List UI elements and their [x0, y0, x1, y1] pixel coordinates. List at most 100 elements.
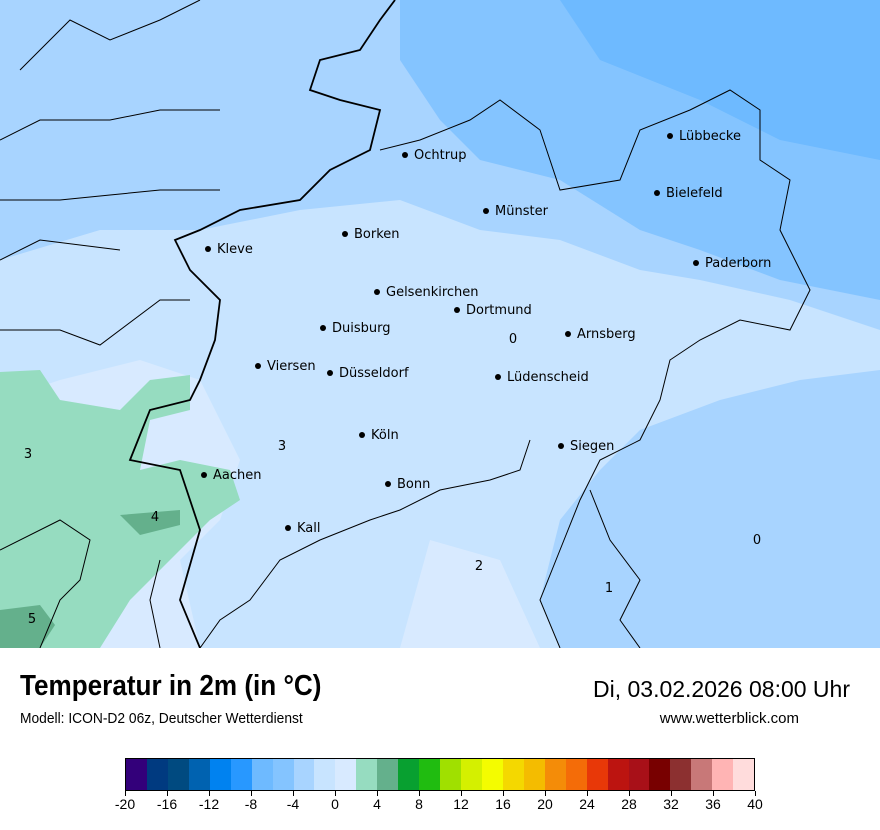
colorbar-tick	[125, 791, 126, 796]
colorbar-swatch	[461, 759, 482, 790]
colorbar-tick-label: 0	[331, 796, 339, 812]
city-dot	[402, 152, 408, 158]
colorbar-tick-label: 28	[621, 796, 637, 812]
city-viersen: Viersen	[255, 359, 316, 374]
city-label: Aachen	[213, 468, 261, 483]
page-title: Temperatur in 2m (in °C)	[20, 670, 322, 702]
colorbar-swatch	[251, 759, 273, 790]
city-label: Viersen	[267, 359, 316, 374]
city-markers: Lübbecke Ochtrup Bielefeld Münster Borken Kle…	[201, 129, 771, 536]
city-dot	[374, 289, 380, 295]
colorbar	[125, 758, 755, 791]
temperature-map: Lübbecke Ochtrup Bielefeld Münster Borken Kle…	[0, 0, 880, 648]
colorbar-swatch	[670, 759, 692, 790]
colorbar-swatch	[167, 759, 189, 790]
colorbar-swatch	[733, 759, 755, 790]
isotherm-label: 0	[509, 332, 517, 347]
city-label: Borken	[354, 227, 400, 242]
colorbar-swatch	[565, 759, 587, 790]
city-paderborn: Paderborn	[693, 256, 771, 271]
city-dortmund: Dortmund	[454, 303, 532, 318]
city-ochtrup: Ochtrup	[402, 148, 467, 163]
city-lübbecke: Lübbecke	[667, 129, 741, 144]
city-dot	[654, 190, 660, 196]
colorbar-swatch	[126, 759, 147, 790]
city-dot	[205, 246, 211, 252]
colorbar-tick-label: -16	[156, 796, 178, 812]
website-label: www.wetterblick.com	[659, 710, 799, 727]
isotherm-labels: 0 3 3 4 0 2 1 5	[24, 332, 761, 627]
colorbar-swatch	[691, 759, 713, 790]
city-bielefeld: Bielefeld	[654, 186, 723, 201]
city-label: Dortmund	[466, 303, 532, 318]
city-dot	[454, 307, 460, 313]
colorbar-swatch	[146, 759, 168, 790]
colorbar-tick	[713, 791, 714, 796]
colorbar-swatch	[712, 759, 734, 790]
city-label: Bonn	[397, 477, 430, 492]
isotherm-label: 1	[605, 581, 613, 596]
colorbar-swatch	[356, 759, 378, 790]
temp-zone-minus8	[560, 0, 880, 160]
city-label: Siegen	[570, 439, 614, 454]
city-dot	[483, 208, 489, 214]
temp-zone-plus2	[0, 370, 240, 648]
colorbar-swatch	[377, 759, 399, 790]
city-düsseldorf: Düsseldorf	[327, 366, 409, 381]
borders	[0, 0, 811, 648]
colorbar-tick-label: -20	[114, 796, 136, 812]
colorbar-swatch	[607, 759, 629, 790]
colorbar-swatch	[586, 759, 608, 790]
forecast-datetime: Di, 03.02.2026 08:00 Uhr	[592, 676, 850, 702]
city-lüdenscheid: Lüdenscheid	[495, 370, 589, 385]
city-dot	[255, 363, 261, 369]
city-label: Bielefeld	[666, 186, 723, 201]
city-dot	[495, 374, 501, 380]
city-label: Arnsberg	[577, 327, 636, 342]
colorbar-tick	[587, 791, 588, 796]
colorbar-tick	[545, 791, 546, 796]
colorbar-swatch	[398, 759, 420, 790]
city-label: Lüdenscheid	[507, 370, 589, 385]
colorbar-tick	[629, 791, 630, 796]
city-aachen: Aachen	[201, 468, 261, 483]
colorbar-tick	[335, 791, 336, 796]
city-siegen: Siegen	[558, 439, 614, 454]
colorbar-tick-label: 16	[495, 796, 511, 812]
colorbar-swatch	[440, 759, 461, 790]
city-dot	[558, 443, 564, 449]
colorbar-tick-label: -4	[286, 796, 300, 812]
city-dot	[359, 432, 365, 438]
city-arnsberg: Arnsberg	[565, 327, 636, 342]
isotherm-label: 4	[151, 510, 159, 525]
colorbar-swatch	[419, 759, 441, 790]
colorbar-tick	[503, 791, 504, 796]
colorbar-tick	[293, 791, 294, 796]
city-dot	[667, 133, 673, 139]
city-dot	[565, 331, 571, 337]
colorbar-swatch	[544, 759, 566, 790]
colorbar-tick-label: 20	[537, 796, 553, 812]
colorbar-tick	[671, 791, 672, 796]
colorbar-swatch	[230, 759, 252, 790]
city-label: Lübbecke	[679, 129, 741, 144]
city-dot	[201, 472, 207, 478]
colorbar-tick-label: 4	[373, 796, 381, 812]
city-dot	[693, 260, 699, 266]
isotherm-label: 0	[753, 533, 761, 548]
colorbar-tick	[377, 791, 378, 796]
city-duisburg: Duisburg	[320, 321, 391, 336]
colorbar-swatch	[209, 759, 231, 790]
city-bonn: Bonn	[385, 477, 430, 492]
colorbar-tick-label: -8	[244, 796, 258, 812]
colorbar-swatch	[628, 759, 650, 790]
city-dot	[285, 525, 291, 531]
colorbar-swatch	[293, 759, 315, 790]
colorbar-tick-label: 32	[663, 796, 679, 812]
city-label: Gelsenkirchen	[386, 285, 479, 300]
colorbar-tick	[419, 791, 420, 796]
city-label: Kleve	[217, 242, 253, 257]
colorbar-tick-label: 12	[453, 796, 469, 812]
temp-zone-plus4	[0, 510, 180, 648]
isotherm-label: 5	[28, 612, 36, 627]
